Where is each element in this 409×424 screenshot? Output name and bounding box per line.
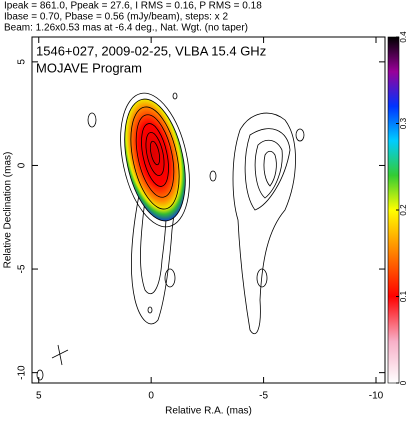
y-tick-label: -10 (17, 365, 28, 380)
radio-map (36, 92, 305, 381)
y-tick-label: 0 (17, 162, 28, 168)
plot-frame (31, 36, 386, 384)
header-line: Beam: 1.26x0.53 mas at -6.4 deg., Nat. W… (4, 23, 248, 34)
header-line: Ibase = 0.70, Pbase = 0.56 (mJy/beam), s… (4, 12, 228, 23)
x-axis-label: Relative R.A. (mas) (165, 406, 252, 417)
header-line: Ipeak = 861.0, Ppeak = 27.6, I RMS = 0.1… (4, 1, 262, 12)
y-tick-label: 5 (17, 59, 28, 65)
y-axis-label: Relative Declination (mas) (3, 152, 14, 269)
y-tick-label: -5 (17, 264, 28, 273)
colorbar-tick-label: 0.3 (399, 117, 408, 129)
x-tick-label: 0 (148, 391, 154, 402)
map-title: 1546+027, 2009-02-25, VLBA 15.4 GHz (36, 43, 266, 58)
map-title: MOJAVE Program (36, 60, 142, 75)
x-tick-label: -5 (259, 391, 268, 402)
colorbar-tick-label: 0.4 (399, 31, 408, 43)
colorbar-tick-label: 0 (399, 380, 408, 385)
x-tick-label: 5 (36, 391, 42, 402)
colorbar-tick-label: 0.1 (399, 290, 408, 302)
colorbar-tick-label: 0.2 (399, 204, 408, 216)
x-tick-label: -10 (369, 391, 384, 402)
